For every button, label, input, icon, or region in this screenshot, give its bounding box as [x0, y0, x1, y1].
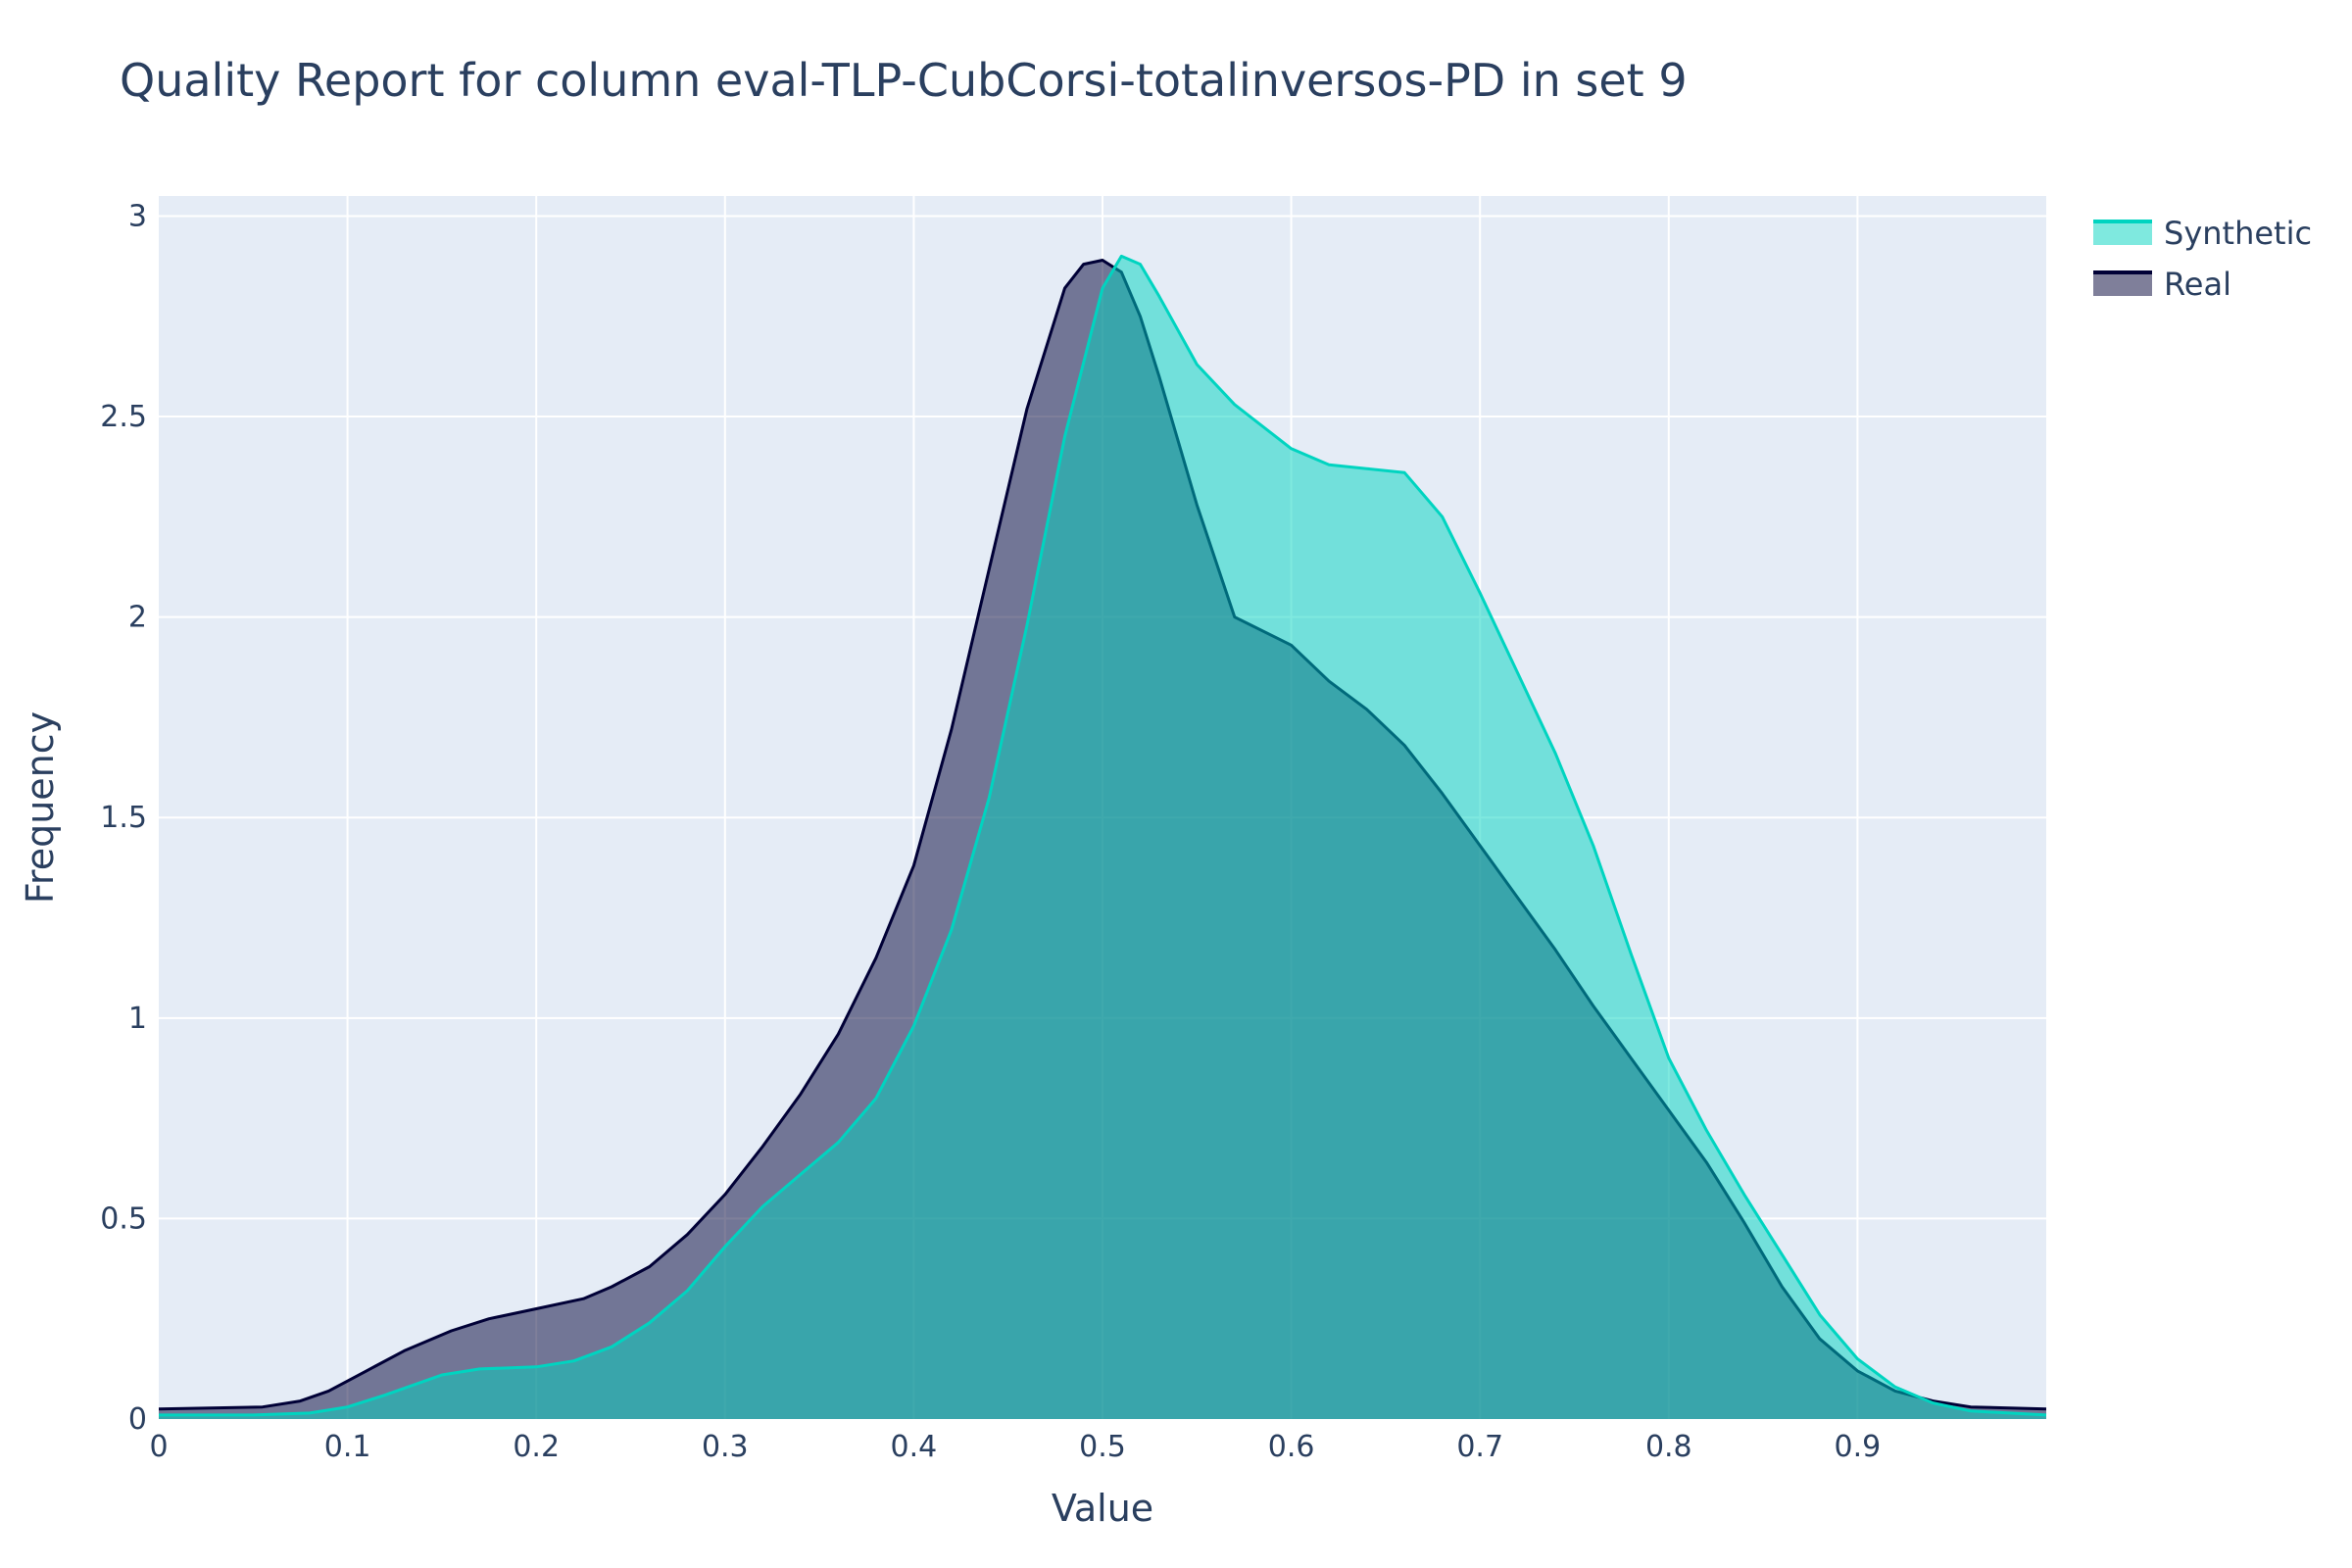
legend-item-real[interactable]: Real [2093, 266, 2231, 303]
y-tick-label: 1.5 [100, 801, 147, 835]
legend-swatch-real [2093, 272, 2152, 296]
series-line-synthetic [159, 254, 2047, 1417]
series-layer [158, 254, 2047, 1419]
x-tick-label: 0.9 [1835, 1430, 1882, 1464]
series-area-synthetic [159, 256, 2046, 1419]
x-tick-label: 0.1 [324, 1430, 371, 1464]
x-tick-label: 0.4 [891, 1430, 938, 1464]
legend-swatch-synthetic [2093, 221, 2152, 245]
legend: Synthetic Real [2093, 215, 2312, 303]
y-axis-title: Frequency [19, 711, 62, 904]
y-tick-label: 2 [128, 601, 147, 635]
x-tick-label: 0.7 [1456, 1430, 1503, 1464]
x-tick-label: 0.2 [513, 1430, 560, 1464]
legend-label-real: Real [2164, 266, 2231, 303]
x-tick-label: 0 [149, 1430, 168, 1464]
x-tick-label: 0.6 [1268, 1430, 1315, 1464]
x-tick-label: 0.5 [1079, 1430, 1126, 1464]
y-tick-label: 1 [128, 1002, 147, 1036]
x-tick-label: 0.3 [702, 1430, 749, 1464]
y-tick-label: 2.5 [100, 400, 147, 434]
y-tick-label: 0.5 [100, 1201, 147, 1236]
y-tick-label: 3 [128, 199, 147, 233]
y-tick-label: 0 [128, 1402, 147, 1437]
x-tick-label: 0.8 [1645, 1430, 1692, 1464]
legend-label-synthetic: Synthetic [2164, 215, 2312, 252]
legend-item-synthetic[interactable]: Synthetic [2093, 215, 2312, 252]
x-axis-title: Value [1052, 1487, 1153, 1530]
chart-title: Quality Report for column eval-TLP-CubCo… [120, 54, 1688, 107]
tick-labels: 0 0.1 0.2 0.3 0.4 0.5 0.6 0.7 0.8 0.9 0 0.5 1 1.5 2 2.5… [100, 199, 1881, 1464]
